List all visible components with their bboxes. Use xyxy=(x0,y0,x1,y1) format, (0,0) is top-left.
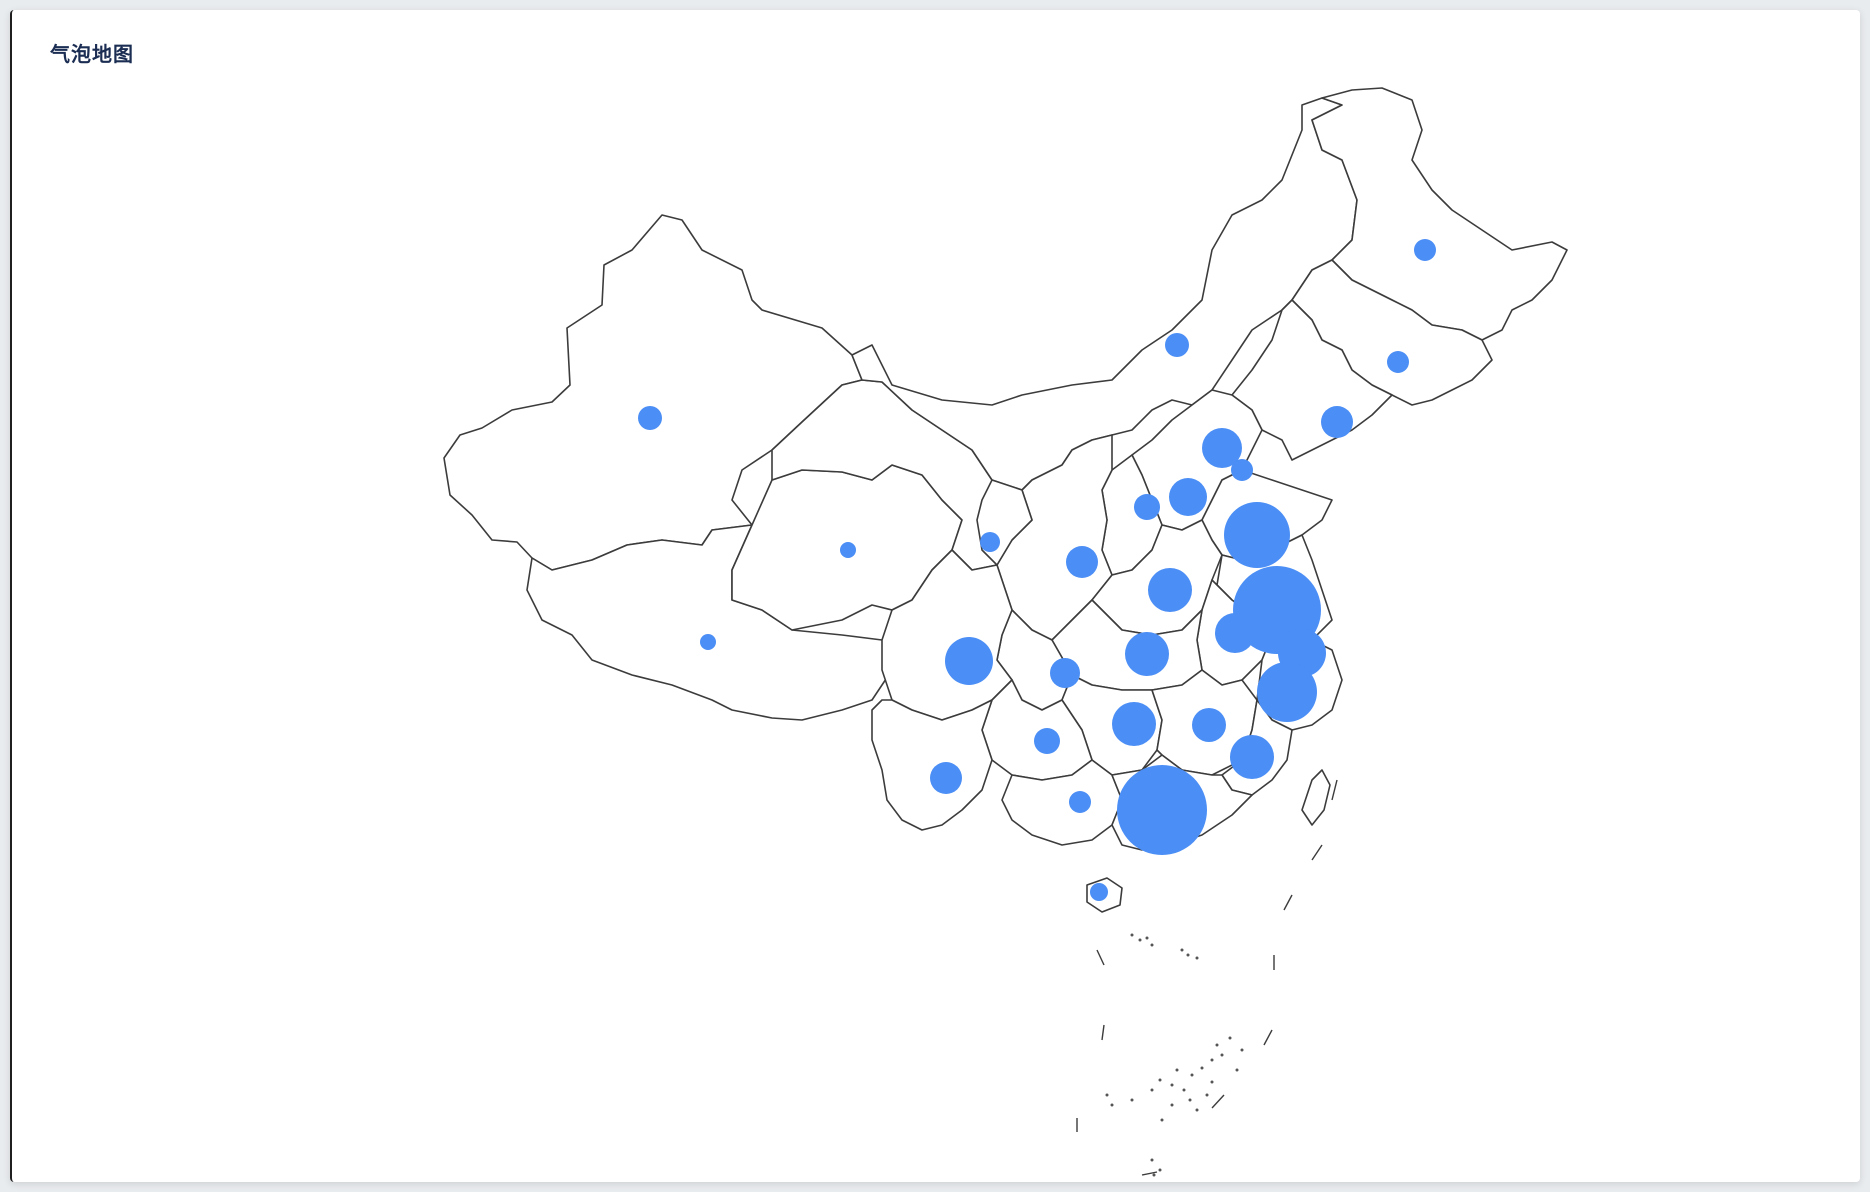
bubble-hunan[interactable] xyxy=(1112,702,1156,746)
island-dot xyxy=(1170,1083,1174,1087)
island-dot xyxy=(1152,1173,1156,1177)
south-china-sea-lines xyxy=(1076,779,1338,1176)
island-dot xyxy=(1150,1088,1154,1092)
island-dot xyxy=(1158,1078,1162,1082)
island-dot xyxy=(1186,953,1190,957)
island-dot xyxy=(1180,948,1184,952)
south-china-sea-islands xyxy=(1105,933,1244,1177)
island-dot xyxy=(1210,1080,1214,1084)
island-dot xyxy=(1188,1098,1192,1102)
bubble-hubei[interactable] xyxy=(1125,632,1169,676)
island-dot xyxy=(1235,1068,1239,1072)
province-yunnan[interactable] xyxy=(871,699,993,831)
island-dot xyxy=(1215,1043,1219,1047)
bubble-inner-mongolia[interactable] xyxy=(1165,333,1189,357)
bubble-guangxi[interactable] xyxy=(1069,791,1091,813)
island-dot xyxy=(1130,933,1134,937)
island-dot xyxy=(1182,1088,1186,1092)
bubble-hainan[interactable] xyxy=(1090,883,1108,901)
island-dot xyxy=(1105,1093,1109,1097)
bubble-tibet[interactable] xyxy=(700,634,716,650)
map-svg xyxy=(443,87,1568,1177)
bubble-shaanxi[interactable] xyxy=(1066,546,1098,578)
bubble-heilongjiang[interactable] xyxy=(1414,239,1436,261)
island-dot xyxy=(1228,1036,1232,1040)
bubble-layer xyxy=(638,239,1436,901)
island-dot xyxy=(1158,1168,1162,1172)
bubble-ningxia[interactable] xyxy=(980,532,1000,552)
province-outlines xyxy=(443,87,1568,913)
bubble-chongqing[interactable] xyxy=(1050,658,1080,688)
island-dot xyxy=(1150,1158,1154,1162)
bubble-tianjin[interactable] xyxy=(1231,459,1253,481)
bubble-hebei[interactable] xyxy=(1169,478,1207,516)
bubble-qinghai[interactable] xyxy=(840,542,856,558)
island-dot xyxy=(1190,1073,1194,1077)
island-dot xyxy=(1200,1066,1204,1070)
bubble-yunnan[interactable] xyxy=(930,762,962,794)
island-dot xyxy=(1170,1103,1174,1107)
island-dot xyxy=(1240,1048,1244,1052)
bubble-zhejiang[interactable] xyxy=(1257,662,1317,722)
island-dot xyxy=(1195,956,1199,960)
china-map[interactable] xyxy=(12,10,1860,1182)
province-taiwan[interactable] xyxy=(1301,769,1331,826)
island-dot xyxy=(1220,1053,1224,1057)
island-dot xyxy=(1110,1103,1114,1107)
province-heilongjiang[interactable] xyxy=(1311,87,1568,341)
bubble-jilin[interactable] xyxy=(1387,351,1409,373)
island-dot xyxy=(1150,943,1154,947)
bubble-fujian[interactable] xyxy=(1230,735,1274,779)
island-dot xyxy=(1205,1093,1209,1097)
bubble-jiangxi[interactable] xyxy=(1192,708,1226,742)
island-dot xyxy=(1145,936,1149,940)
island-dot xyxy=(1195,1108,1199,1112)
island-dot xyxy=(1130,1098,1134,1102)
bubble-shandong[interactable] xyxy=(1224,502,1290,568)
island-dot xyxy=(1175,1068,1179,1072)
bubble-henan[interactable] xyxy=(1148,568,1192,612)
island-dot xyxy=(1138,938,1142,942)
bubble-beijing[interactable] xyxy=(1202,428,1242,468)
bubble-guizhou[interactable] xyxy=(1034,728,1060,754)
island-dot xyxy=(1210,1058,1214,1062)
bubble-anhui[interactable] xyxy=(1215,613,1255,653)
bubble-sichuan[interactable] xyxy=(945,637,993,685)
island-dot xyxy=(1160,1118,1164,1122)
bubble-shanxi[interactable] xyxy=(1134,494,1160,520)
chart-window: 气泡地图 xyxy=(10,10,1860,1182)
bubble-guangdong[interactable] xyxy=(1117,765,1207,855)
bubble-xinjiang[interactable] xyxy=(638,406,662,430)
chart-title: 气泡地图 xyxy=(50,42,134,66)
bubble-liaoning[interactable] xyxy=(1321,406,1353,438)
